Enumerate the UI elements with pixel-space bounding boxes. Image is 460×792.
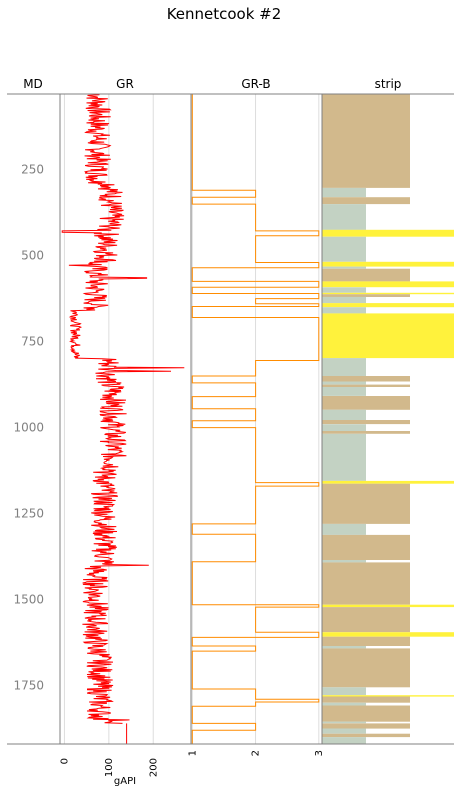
grb-track: 1 2 3 [187,94,325,756]
gr-track: 0 100 200 gAPI [59,93,185,787]
strip-shale-interval [322,702,366,706]
strip-shale-interval [322,433,366,481]
strip-shale-interval [322,287,366,293]
strip-shale-interval [322,523,366,535]
depth-tick-label: 1250 [13,507,44,521]
strip-sand-interval [322,420,410,425]
strip-track-header: strip [375,77,402,91]
depth-tick-label: 750 [21,335,44,349]
grb-x-ticks: 1 2 3 [187,750,325,756]
depth-tick-label: 1000 [13,421,44,435]
strip-sand-interval [322,723,410,729]
strip-shale-interval [322,560,366,563]
strip-shale-interval [322,307,366,314]
strip-sand-interval [322,648,410,688]
strip-coal-interval [322,261,454,267]
grb-x-tick-label: 1 [187,750,198,756]
strip-shale-interval [322,358,366,376]
strip-sand-interval [322,294,410,297]
depth-tick-label: 1500 [13,593,44,607]
strip-sand-interval [322,384,410,387]
strip-coal-interval [322,229,454,237]
strip-sand-interval [322,733,410,738]
strip-track [322,94,454,744]
strip-sand-interval [322,534,410,560]
depth-track-header: MD [23,77,43,91]
strip-shale-interval [322,687,366,696]
gr-unit-label: gAPI [114,776,136,787]
strip-coal-interval [322,632,454,637]
strip-shale-interval [322,187,366,198]
strip-coal-interval [322,480,454,484]
strip-coal-interval [322,695,454,697]
strip-shale-interval [322,296,366,304]
strip-coal-interval [322,292,454,295]
strip-shale-interval [322,737,366,744]
strip-sand-interval [322,696,410,703]
strip-sand-interval [322,607,410,633]
strip-shale-interval [322,646,366,649]
grb-curve [191,94,320,744]
gr-x-tick-label: 0 [59,758,70,764]
strip-shale-interval [322,266,366,269]
strip-sand-interval [322,94,410,188]
strip-sand-interval [322,268,410,282]
strip-shale-interval [322,236,366,262]
grb-x-tick-label: 3 [314,750,325,756]
depth-tick-label: 500 [21,249,44,263]
strip-sand-interval [322,483,410,524]
strip-sand-interval [322,636,410,646]
depth-tick-label: 1750 [13,679,44,693]
gr-track-header: GR [116,77,134,91]
figure-title: Kennetcook #2 [167,5,282,23]
strip-sand-interval [322,396,410,410]
depth-axis: 250 500 750 1000 1250 1500 1750 [13,163,44,693]
strip-sand-interval [322,705,410,722]
gr-curve [61,93,185,724]
strip-sand-interval [322,376,410,382]
strip-shale-interval [322,424,366,432]
strip-sand-interval [322,197,410,205]
gr-x-tick-label: 100 [104,758,115,777]
strip-coal-interval [322,604,454,608]
depth-tick-label: 250 [21,163,44,177]
strip-shale-interval [322,409,366,420]
track-frames [7,93,454,745]
strip-sand-interval [322,431,410,434]
grb-x-tick-label: 2 [251,750,262,756]
gr-x-ticks: 0 100 200 [59,758,159,777]
grb-track-header: GR-B [241,77,270,91]
gr-x-tick-label: 200 [148,758,159,777]
strip-shale-interval [322,387,366,396]
strip-coal-interval [322,303,454,308]
strip-coal-interval [322,281,454,288]
strip-sand-interval [322,562,410,605]
strip-shale-interval [322,721,366,724]
strip-coal-interval [322,313,454,359]
strip-shale-interval [322,728,366,734]
strip-shale-interval [322,204,366,230]
strip-shale-interval [322,381,366,385]
